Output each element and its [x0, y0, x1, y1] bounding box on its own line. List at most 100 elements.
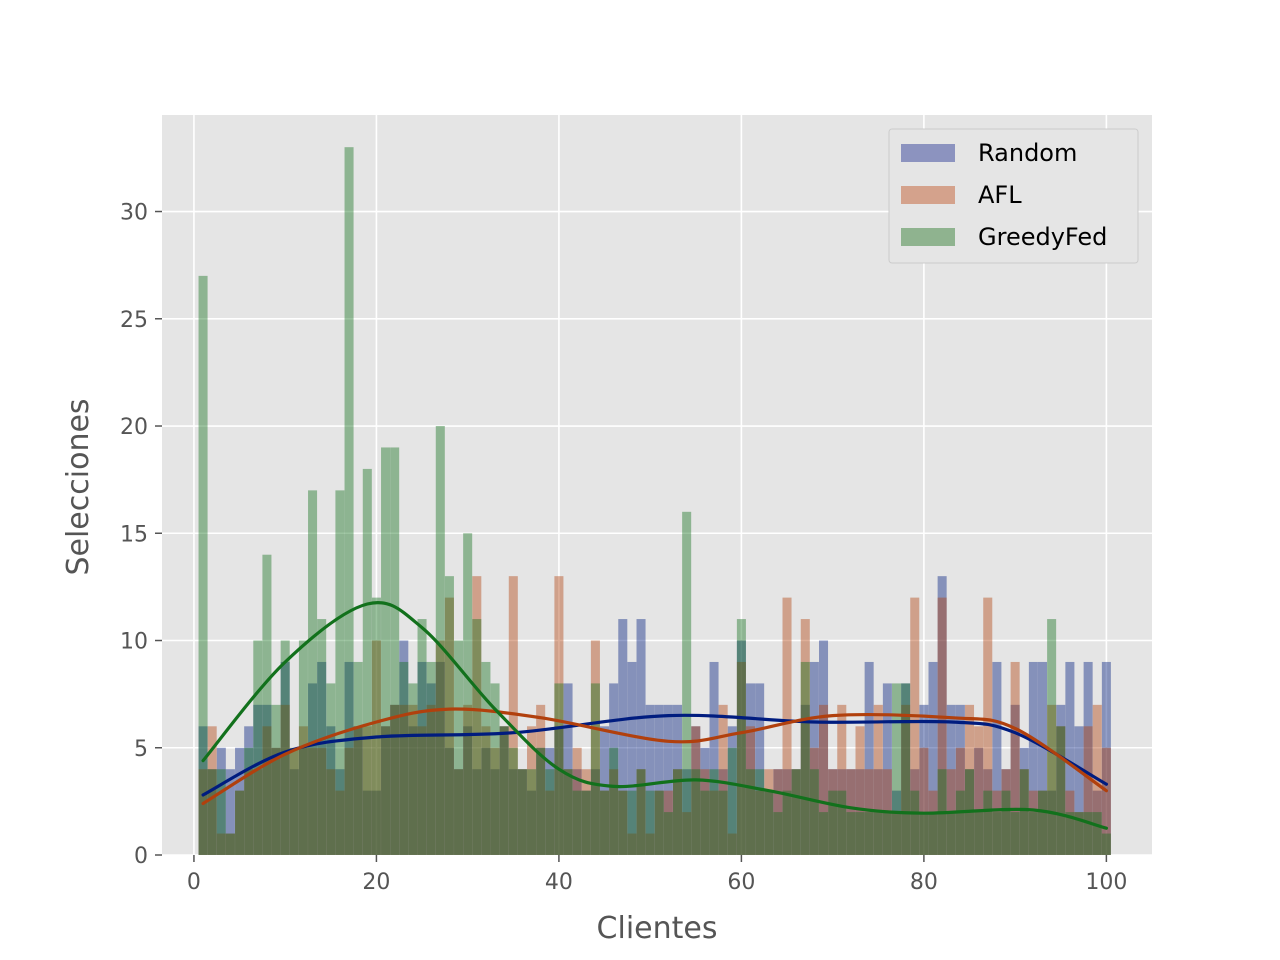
bar	[517, 769, 527, 855]
bar	[481, 726, 491, 855]
bar	[244, 769, 254, 855]
bar	[536, 747, 546, 855]
bar	[1010, 704, 1020, 855]
bar	[700, 790, 710, 855]
bar	[472, 619, 482, 855]
bar	[864, 812, 874, 855]
bar	[527, 769, 537, 855]
bar	[727, 726, 737, 855]
bar	[1037, 790, 1048, 855]
bar	[590, 769, 600, 855]
bar	[1101, 833, 1111, 855]
bar	[1056, 704, 1066, 855]
bar	[682, 812, 692, 855]
bar	[1083, 726, 1093, 855]
bar	[846, 769, 856, 855]
bar	[983, 790, 993, 855]
bar	[891, 812, 902, 855]
bar	[691, 769, 701, 855]
bar	[508, 576, 518, 855]
bar	[654, 704, 664, 855]
bar	[508, 747, 518, 855]
bar	[837, 704, 847, 855]
bar	[791, 769, 801, 855]
bar	[417, 661, 427, 855]
y-tick-label: 0	[134, 844, 148, 869]
bar	[335, 790, 345, 855]
bar	[645, 704, 655, 855]
bar	[262, 554, 272, 855]
y-tick-label: 30	[120, 201, 148, 226]
bar	[426, 704, 436, 855]
bar	[353, 726, 363, 855]
x-tick-label: 80	[910, 870, 938, 895]
bar	[590, 640, 600, 855]
bar	[408, 726, 418, 855]
bar	[928, 790, 938, 855]
bar	[581, 790, 591, 855]
bar	[280, 640, 290, 855]
bar	[600, 790, 610, 855]
bar	[1074, 812, 1084, 855]
bar	[764, 790, 774, 855]
bar	[235, 790, 245, 855]
bar	[663, 812, 673, 855]
bar	[545, 769, 555, 855]
bar	[955, 704, 965, 855]
bar	[381, 726, 391, 855]
legend-swatch	[901, 144, 955, 162]
bar	[645, 790, 655, 855]
bar	[755, 790, 765, 855]
bar	[280, 704, 290, 855]
bar	[864, 769, 874, 855]
legend-label: GreedyFed	[978, 223, 1107, 251]
bar	[417, 726, 427, 855]
bar	[992, 790, 1002, 855]
bar	[663, 790, 673, 855]
bar	[600, 790, 610, 855]
bar	[262, 704, 272, 855]
bar	[736, 661, 746, 855]
bar	[554, 726, 564, 855]
bar	[499, 726, 509, 855]
bar	[855, 726, 865, 855]
bar	[426, 661, 436, 855]
bar	[298, 726, 308, 855]
bar	[1056, 726, 1066, 855]
bar	[271, 704, 281, 855]
bar	[381, 447, 391, 855]
bar	[1047, 704, 1057, 855]
bar	[873, 704, 883, 855]
bar	[791, 769, 801, 855]
bar	[216, 833, 226, 855]
bar	[490, 747, 500, 855]
bar	[317, 747, 327, 855]
x-axis-title: Clientes	[597, 911, 718, 946]
bar	[289, 747, 299, 855]
bar	[454, 769, 464, 855]
y-axis-ticks: 0 5 10 15 20 25 30	[120, 201, 162, 869]
bar	[207, 769, 217, 855]
bar	[736, 640, 746, 855]
bar	[1092, 790, 1102, 855]
bar	[527, 726, 537, 855]
legend-label: AFL	[978, 181, 1022, 209]
bar	[682, 769, 692, 855]
bar	[618, 790, 628, 855]
bar	[417, 619, 427, 855]
bar	[1019, 769, 1029, 855]
bar	[819, 812, 829, 855]
bar	[235, 790, 245, 855]
bar	[362, 468, 372, 855]
bar	[964, 704, 975, 855]
bar	[609, 769, 619, 855]
bar	[700, 769, 710, 855]
bar	[1065, 661, 1075, 855]
y-tick-label: 10	[120, 630, 148, 655]
bar	[627, 790, 637, 855]
bar	[746, 769, 756, 855]
bar	[317, 661, 327, 855]
bar	[499, 726, 509, 855]
bar	[974, 747, 984, 855]
